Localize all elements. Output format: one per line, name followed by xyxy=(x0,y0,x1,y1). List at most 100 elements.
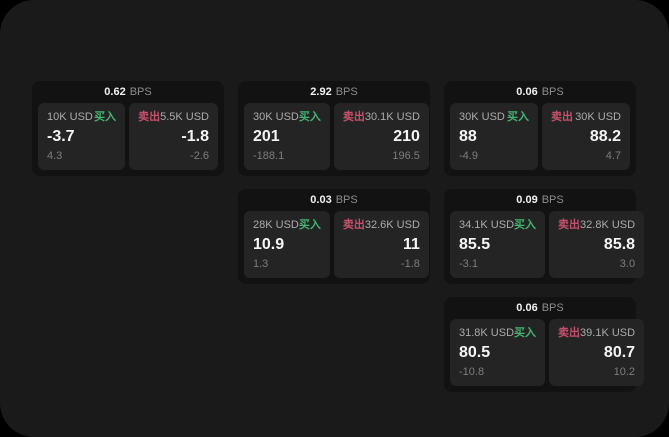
sell-sub-value: 4.7 xyxy=(605,150,621,162)
buy-amount: 10K USD xyxy=(47,111,93,123)
buy-sub-value: -10.8 xyxy=(459,366,485,378)
buy-tile-header: 31.8K USD 买入 xyxy=(459,327,536,340)
quotes-grid: 0.62 BPS 10K USD 买入 -3.7 4.3 卖出 5.5K USD… xyxy=(32,81,645,392)
card-header: 0.09 BPS xyxy=(450,189,630,211)
sell-amount: 30K USD xyxy=(575,111,621,123)
sell-sub-value: -2.6 xyxy=(190,150,209,162)
card-body: 31.8K USD 买入 80.5 -10.8 卖出 39.1K USD 80.… xyxy=(450,319,645,386)
sell-price: 11 xyxy=(402,236,420,253)
bps-unit: BPS xyxy=(541,194,564,206)
sell-amount: 5.5K USD xyxy=(160,111,209,123)
sell-label: 卖出 xyxy=(342,219,365,231)
buy-quote-tile[interactable]: 30K USD 买入 88 -4.9 xyxy=(450,103,538,170)
bps-unit: BPS xyxy=(129,86,152,98)
sell-price: 88.2 xyxy=(589,128,621,145)
buy-quote-tile[interactable]: 10K USD 买入 -3.7 4.3 xyxy=(38,103,126,170)
quote-card: 0.06 BPS 30K USD 买入 88 -4.9 卖出 30K USD 8… xyxy=(444,81,636,176)
sell-price: 210 xyxy=(393,128,420,145)
bps-value: 2.92 xyxy=(310,86,332,98)
sell-label: 卖出 xyxy=(551,111,573,123)
quote-card: 0.09 BPS 34.1K USD 买入 85.5 -3.1 卖出 32.8K… xyxy=(444,189,645,284)
buy-label: 买入 xyxy=(298,111,321,123)
buy-price: 80.5 xyxy=(459,344,491,361)
sell-tile-header: 卖出 32.8K USD xyxy=(558,219,635,232)
bps-value: 0.06 xyxy=(516,86,538,98)
bps-value: 0.09 xyxy=(516,194,538,206)
buy-quote-tile[interactable]: 30K USD 买入 201 -188.1 xyxy=(244,103,330,170)
buy-price: -3.7 xyxy=(47,128,75,145)
buy-sub-value: -3.1 xyxy=(459,258,478,270)
buy-amount: 34.1K USD xyxy=(459,219,515,231)
buy-label: 买入 xyxy=(507,111,529,123)
quote-card: 0.06 BPS 31.8K USD 买入 80.5 -10.8 卖出 39.1… xyxy=(444,297,645,392)
sell-price: 85.8 xyxy=(603,236,636,253)
buy-amount: 31.8K USD xyxy=(459,327,515,339)
sell-tile-header: 卖出 39.1K USD xyxy=(558,327,635,340)
card-header: 2.92 BPS xyxy=(244,81,424,103)
buy-quote-tile[interactable]: 28K USD 买入 10.9 1.3 xyxy=(244,211,330,278)
buy-quote-tile[interactable]: 34.1K USD 买入 85.5 -3.1 xyxy=(450,211,546,278)
buy-sub-value: -4.9 xyxy=(459,150,478,162)
buy-amount: 30K USD xyxy=(253,111,299,123)
buy-tile-header: 28K USD 买入 xyxy=(253,219,321,232)
card-header: 0.06 BPS xyxy=(450,81,630,103)
sell-label: 卖出 xyxy=(342,111,365,123)
bps-value: 0.03 xyxy=(310,194,332,206)
sell-label: 卖出 xyxy=(138,111,161,123)
buy-tile-header: 30K USD 买入 xyxy=(253,111,321,124)
sell-quote-tile[interactable]: 卖出 30.1K USD 210 196.5 xyxy=(333,103,429,170)
sell-quote-tile[interactable]: 卖出 30K USD 88.2 4.7 xyxy=(542,103,630,170)
quote-card: 2.92 BPS 30K USD 买入 201 -188.1 卖出 30.1K … xyxy=(238,81,430,176)
buy-quote-tile[interactable]: 31.8K USD 买入 80.5 -10.8 xyxy=(450,319,546,386)
buy-amount: 30K USD xyxy=(459,111,505,123)
card-header: 0.03 BPS xyxy=(244,189,424,211)
buy-label: 买入 xyxy=(514,327,537,339)
bps-unit: BPS xyxy=(335,86,358,98)
buy-price: 85.5 xyxy=(459,236,491,253)
sell-quote-tile[interactable]: 卖出 32.8K USD 85.8 3.0 xyxy=(549,211,645,278)
sell-price: 80.7 xyxy=(603,344,636,361)
buy-label: 买入 xyxy=(514,219,537,231)
sell-tile-header: 卖出 32.6K USD xyxy=(343,219,420,232)
sell-amount: 32.8K USD xyxy=(580,219,636,231)
sell-quote-tile[interactable]: 卖出 32.6K USD 11 -1.8 xyxy=(333,211,429,278)
sell-amount: 30.1K USD xyxy=(364,111,420,123)
sell-tile-header: 卖出 30K USD xyxy=(551,111,621,124)
buy-sub-value: -188.1 xyxy=(253,150,285,162)
buy-label: 买入 xyxy=(94,111,117,123)
sell-price: -1.8 xyxy=(181,128,209,145)
card-body: 10K USD 买入 -3.7 4.3 卖出 5.5K USD -1.8 -2.… xyxy=(38,103,218,170)
buy-tile-header: 30K USD 买入 xyxy=(459,111,529,124)
bps-unit: BPS xyxy=(335,194,358,206)
card-header: 0.06 BPS xyxy=(450,297,630,319)
sell-quote-tile[interactable]: 卖出 5.5K USD -1.8 -2.6 xyxy=(129,103,218,170)
buy-price: 10.9 xyxy=(253,236,285,253)
buy-amount: 28K USD xyxy=(253,219,299,231)
sell-label: 卖出 xyxy=(558,219,581,231)
card-body: 28K USD 买入 10.9 1.3 卖出 32.6K USD 11 -1.8 xyxy=(244,211,429,278)
buy-price: 201 xyxy=(253,128,280,145)
sell-quote-tile[interactable]: 卖出 39.1K USD 80.7 10.2 xyxy=(549,319,645,386)
sell-tile-header: 卖出 5.5K USD xyxy=(138,111,209,124)
buy-price: 88 xyxy=(459,128,477,145)
sell-sub-value: 196.5 xyxy=(392,150,420,162)
sell-amount: 39.1K USD xyxy=(580,327,636,339)
bps-value: 0.62 xyxy=(104,86,126,98)
buy-tile-header: 10K USD 买入 xyxy=(47,111,116,124)
quote-card: 0.03 BPS 28K USD 买入 10.9 1.3 卖出 32.6K US… xyxy=(238,189,430,284)
bps-unit: BPS xyxy=(541,302,564,314)
buy-sub-value: 1.3 xyxy=(253,258,269,270)
card-body: 34.1K USD 买入 85.5 -3.1 卖出 32.8K USD 85.8… xyxy=(450,211,645,278)
buy-label: 买入 xyxy=(298,219,321,231)
sell-sub-value: 10.2 xyxy=(613,366,636,378)
sell-amount: 32.6K USD xyxy=(364,219,420,231)
sell-sub-value: 3.0 xyxy=(619,258,636,270)
sell-sub-value: -1.8 xyxy=(400,258,420,270)
buy-tile-header: 34.1K USD 买入 xyxy=(459,219,536,232)
card-body: 30K USD 买入 201 -188.1 卖出 30.1K USD 210 1… xyxy=(244,103,429,170)
sell-label: 卖出 xyxy=(558,327,581,339)
bps-value: 0.06 xyxy=(516,302,538,314)
quote-card: 0.62 BPS 10K USD 买入 -3.7 4.3 卖出 5.5K USD… xyxy=(32,81,224,176)
buy-sub-value: 4.3 xyxy=(47,150,63,162)
